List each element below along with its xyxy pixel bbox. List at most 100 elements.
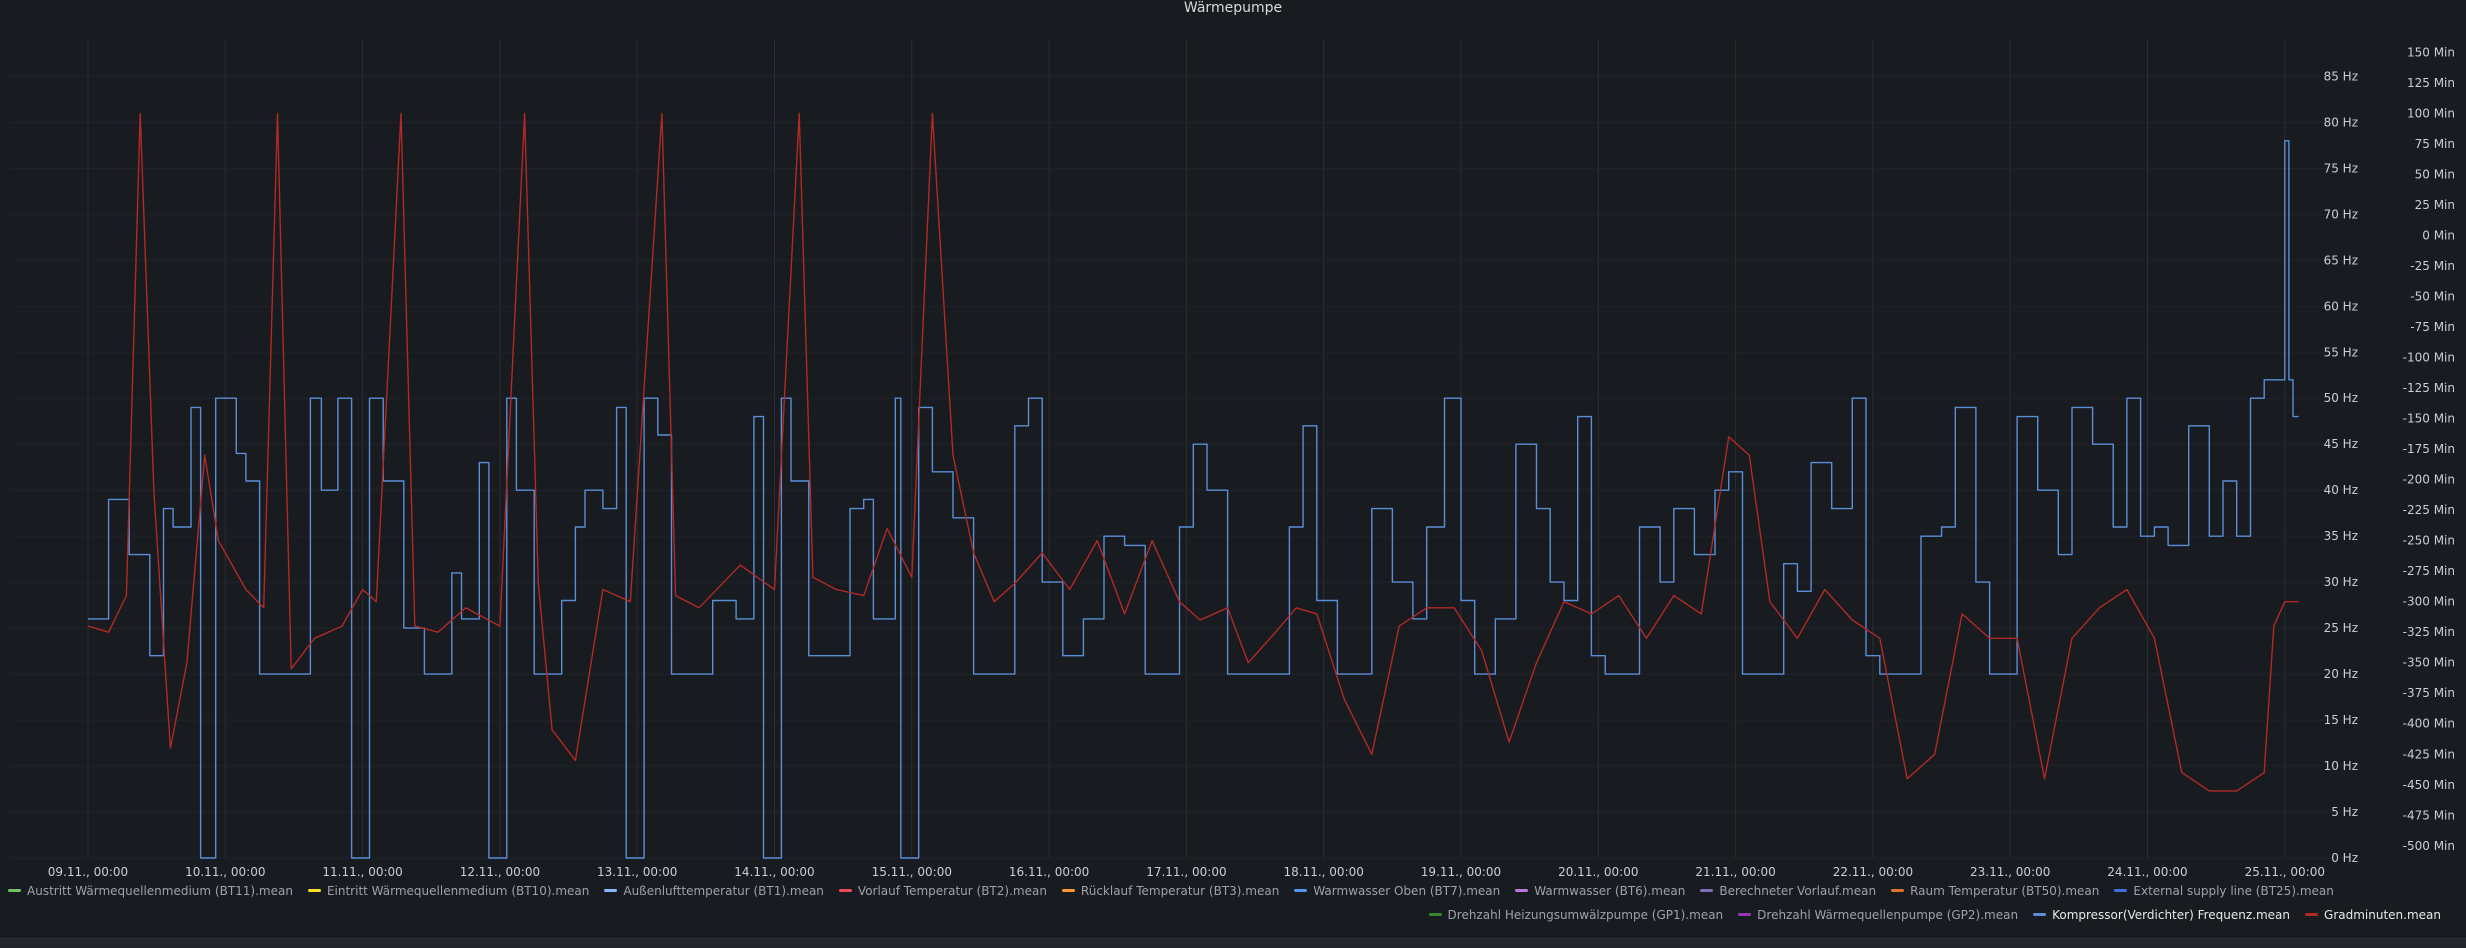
y-tick-label-min: -275 Min — [2403, 564, 2455, 578]
legend-label: Drehzahl Heizungsumwälzpumpe (GP1).mean — [1447, 908, 1724, 922]
y-tick-label-hz: 85 Hz — [2324, 69, 2358, 83]
y-tick-label-hz: 25 Hz — [2324, 621, 2358, 635]
legend-item[interactable]: Warmwasser (BT6).mean — [1515, 884, 1685, 898]
y-tick-label-min: 125 Min — [2407, 76, 2455, 90]
x-tick-label: 22.11., 00:00 — [1833, 865, 1913, 879]
legend-label: Kompressor(Verdichter) Frequenz.mean — [2052, 908, 2291, 922]
legend-label: Außenlufttemperatur (BT1).mean — [623, 884, 824, 898]
y-tick-label-hz: 0 Hz — [2331, 851, 2358, 865]
x-tick-label: 11.11., 00:00 — [322, 865, 402, 879]
chart-plot[interactable]: 09.11., 00:00 10.11., 00:00 11.11., 00:00 1… — [0, 0, 2466, 880]
x-tick-label: 23.11., 00:00 — [1970, 865, 2050, 879]
y-tick-label-hz: 60 Hz — [2324, 299, 2358, 313]
legend-label: Rücklauf Temperatur (BT3).mean — [1080, 884, 1280, 898]
x-tick-label: 21.11., 00:00 — [1695, 865, 1775, 879]
legend-swatch — [1738, 913, 1752, 916]
legend-label: Raum Temperatur (BT50).mean — [1910, 884, 2100, 898]
y-tick-label-hz: 70 Hz — [2324, 207, 2358, 221]
x-tick-label: 15.11., 00:00 — [872, 865, 952, 879]
panel-title[interactable]: Wärmepumpe — [1183, 0, 1283, 16]
y-tick-label-hz: 80 Hz — [2324, 115, 2358, 129]
y-tick-label-min: -400 Min — [2403, 717, 2455, 731]
y-tick-label-min: -325 Min — [2403, 625, 2455, 639]
x-tick-label: 17.11., 00:00 — [1146, 865, 1226, 879]
y-tick-label-min: 100 Min — [2407, 106, 2455, 120]
legend-label: Berechneter Vorlauf.mean — [1719, 884, 1877, 898]
legend-swatch — [307, 889, 321, 892]
y-tick-label-hz: 10 Hz — [2324, 759, 2358, 773]
legend-swatch — [2114, 889, 2128, 892]
legend-item[interactable]: Raum Temperatur (BT50).mean — [1891, 884, 2099, 898]
y-tick-label-hz: 20 Hz — [2324, 667, 2358, 681]
legend-swatch — [1700, 889, 1714, 892]
legend-row-2: Drehzahl Heizungsumwälzpumpe (GP1).mean D… — [1428, 908, 2456, 926]
y-tick-label-min: -175 Min — [2403, 442, 2455, 456]
legend-label: Drehzahl Wärmequellenpumpe (GP2).mean — [1757, 908, 2019, 922]
legend-swatch — [8, 889, 21, 892]
legend-label: External supply line (BT25).mean — [2133, 884, 2334, 898]
y-tick-label-min: -225 Min — [2403, 503, 2455, 517]
y-tick-label-min: 150 Min — [2407, 45, 2455, 59]
y-tick-label-min: -350 Min — [2403, 656, 2455, 670]
y-tick-label-min: -125 Min — [2403, 381, 2455, 395]
legend-item[interactable]: Drehzahl Wärmequellenpumpe (GP2).mean — [1738, 908, 2018, 922]
x-tick-label: 14.11., 00:00 — [734, 865, 814, 879]
series-line-gradminuten[interactable] — [87, 112, 2299, 792]
legend-item[interactable]: Kompressor(Verdichter) Frequenz.mean — [2033, 908, 2290, 922]
legend-item[interactable]: Berechneter Vorlauf.mean — [1700, 884, 1876, 898]
y-tick-label-hz: 65 Hz — [2324, 253, 2358, 267]
legend-item[interactable]: Eintritt Wärmequellenmedium (BT10).mean — [307, 884, 590, 898]
y-tick-label-hz: 50 Hz — [2324, 391, 2358, 405]
y-tick-label-hz: 35 Hz — [2324, 529, 2358, 543]
y-tick-label-min: -425 Min — [2403, 747, 2455, 761]
y-tick-label-min: -250 Min — [2403, 534, 2455, 548]
y-tick-label-min: -475 Min — [2403, 808, 2455, 822]
y-tick-label-min: -75 Min — [2410, 320, 2455, 334]
y-tick-label-min: -375 Min — [2403, 686, 2455, 700]
legend-swatch — [838, 889, 852, 892]
y-tick-label-min: -500 Min — [2403, 839, 2455, 853]
x-tick-label: 18.11., 00:00 — [1284, 865, 1364, 879]
y-tick-label-min: 25 Min — [2415, 198, 2455, 212]
y-tick-label-hz: 15 Hz — [2324, 713, 2358, 727]
legend-swatch — [2033, 913, 2047, 916]
legend-item[interactable]: External supply line (BT25).mean — [2114, 884, 2334, 898]
y-tick-label-min: -100 Min — [2403, 351, 2455, 365]
legend-label: Gradminuten.mean — [2324, 908, 2441, 922]
x-tick-label: 24.11., 00:00 — [2107, 865, 2187, 879]
legend-item[interactable]: Drehzahl Heizungsumwälzpumpe (GP1).mean — [1428, 908, 1724, 922]
y-tick-label-hz: 45 Hz — [2324, 437, 2358, 451]
legend-item[interactable]: Gradminuten.mean — [2305, 908, 2441, 922]
legend-item[interactable]: Außenlufttemperatur (BT1).mean — [604, 884, 824, 898]
legend-item[interactable]: Vorlauf Temperatur (BT2).mean — [838, 884, 1047, 898]
legend-item[interactable]: Warmwasser Oben (BT7).mean — [1294, 884, 1500, 898]
y-tick-label-hz: 40 Hz — [2324, 483, 2358, 497]
x-tick-label: 19.11., 00:00 — [1421, 865, 1501, 879]
y-tick-label-hz: 30 Hz — [2324, 575, 2358, 589]
legend-swatch — [1061, 889, 1075, 892]
legend-item[interactable]: Rücklauf Temperatur (BT3).mean — [1061, 884, 1280, 898]
y-tick-label-hz: 55 Hz — [2324, 345, 2358, 359]
y-tick-label-min: 50 Min — [2415, 167, 2455, 181]
x-tick-label: 16.11., 00:00 — [1009, 865, 1089, 879]
y-tick-label-min: 75 Min — [2415, 137, 2455, 151]
y-tick-label-min: -450 Min — [2403, 778, 2455, 792]
y-tick-label-min: -50 Min — [2410, 290, 2455, 304]
series-line-kompressor-frequenz[interactable] — [88, 140, 2299, 859]
legend-swatch — [2305, 913, 2319, 916]
legend-label: Eintritt Wärmequellenmedium (BT10).mean — [326, 884, 590, 898]
y-tick-label-hz: 75 Hz — [2324, 161, 2358, 175]
x-tick-label: 20.11., 00:00 — [1558, 865, 1638, 879]
y-tick-label-hz: 5 Hz — [2331, 805, 2358, 819]
legend-item[interactable]: Austritt Wärmequellenmedium (BT11).mean — [8, 884, 293, 898]
legend-row-1: Austritt Wärmequellenmedium (BT11).mean E… — [8, 884, 2458, 902]
x-tick-label: 09.11., 00:00 — [48, 865, 128, 879]
legend-swatch — [1428, 913, 1442, 916]
legend-label: Vorlauf Temperatur (BT2).mean — [857, 884, 1047, 898]
legend-swatch — [1515, 889, 1529, 892]
x-tick-label: 25.11., 00:00 — [2245, 865, 2325, 879]
bottom-scrollbar[interactable] — [0, 938, 2466, 948]
legend-label: Austritt Wärmequellenmedium (BT11).mean — [27, 884, 293, 898]
legend-label: Warmwasser Oben (BT7).mean — [1313, 884, 1501, 898]
y-tick-label-min: -25 Min — [2410, 259, 2455, 273]
